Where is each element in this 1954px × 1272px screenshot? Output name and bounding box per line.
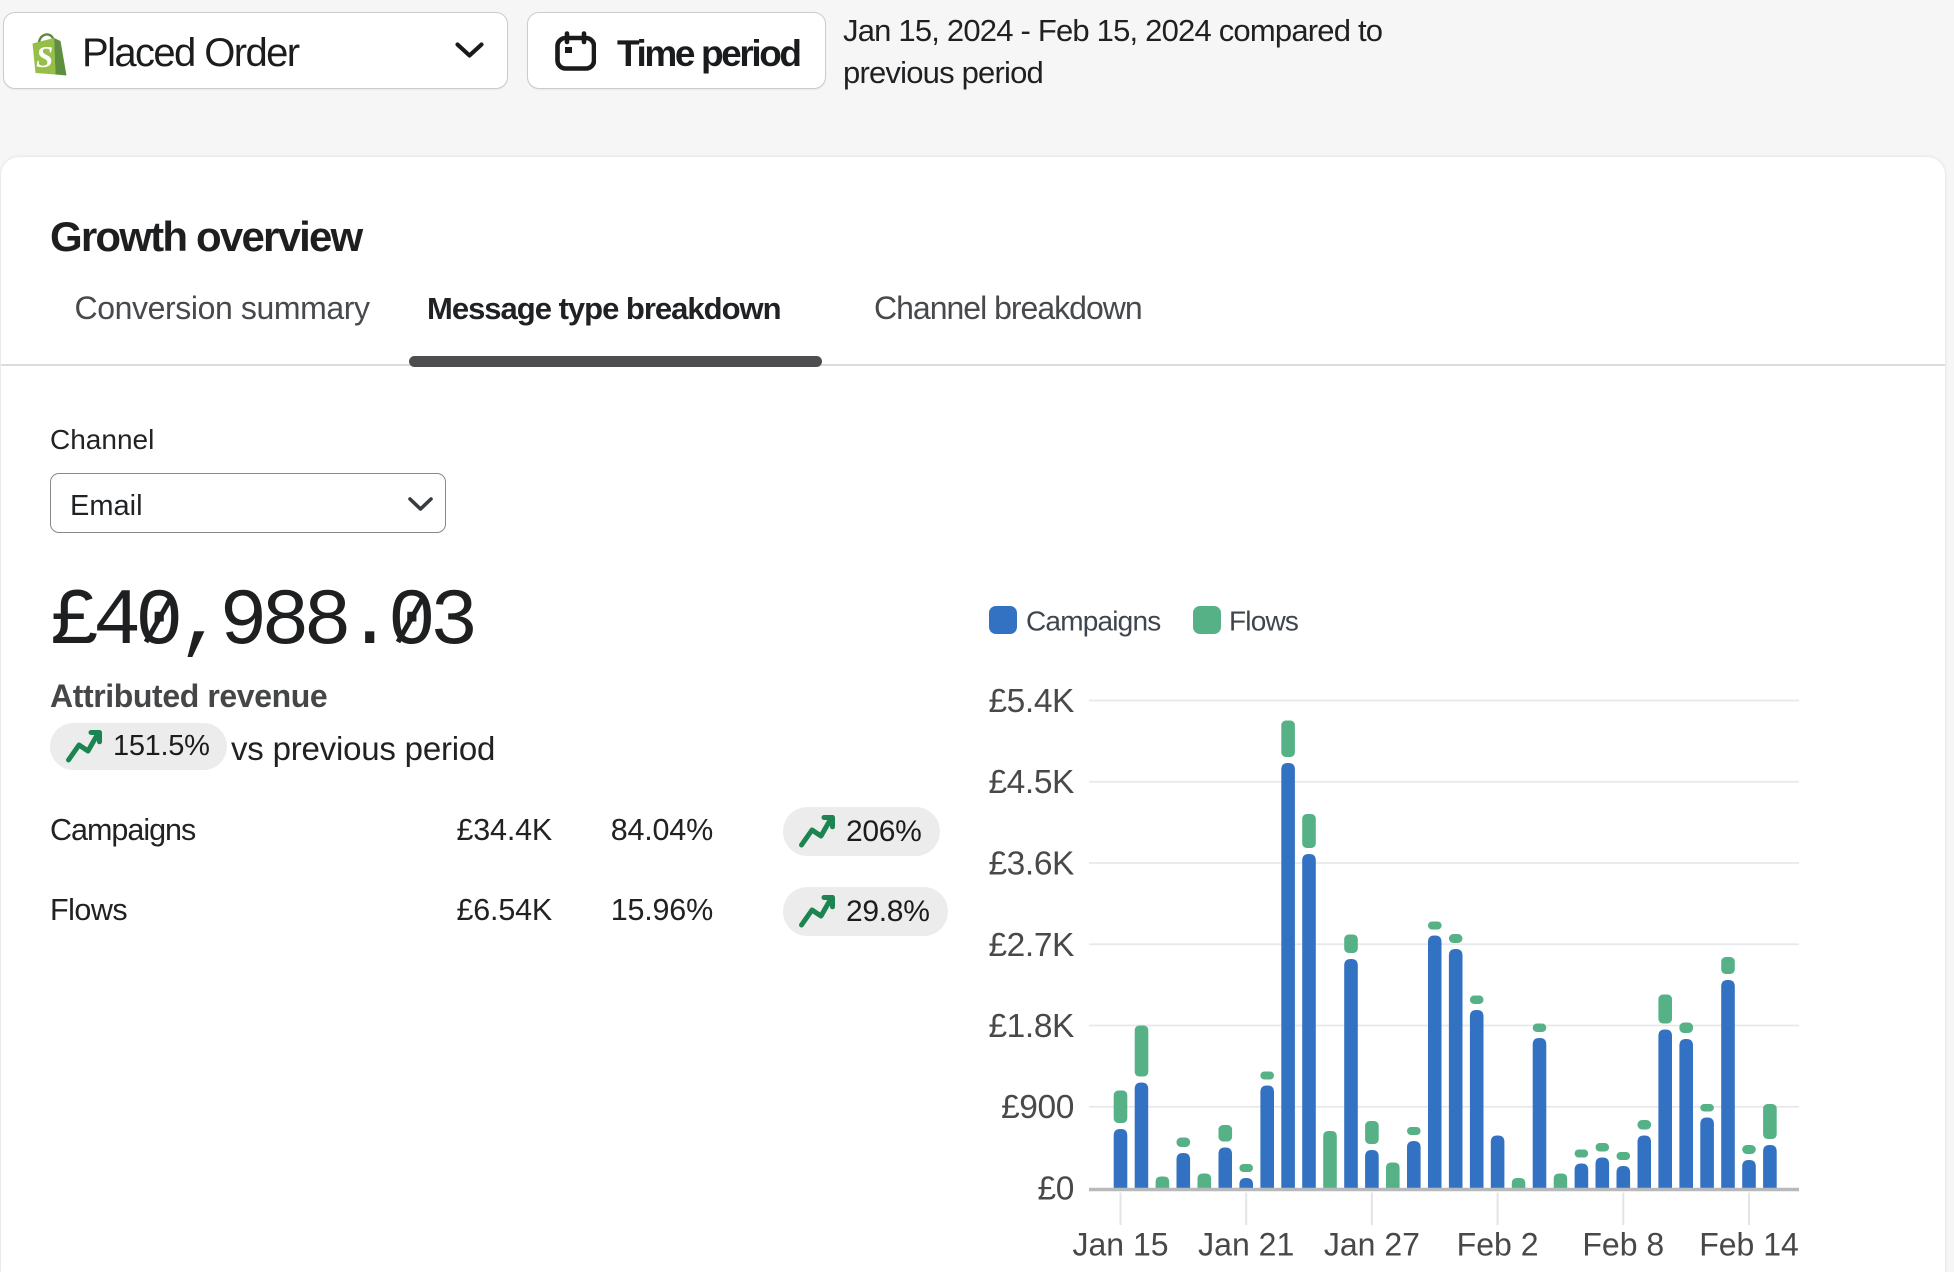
svg-text:Campaigns: Campaigns <box>1026 606 1160 637</box>
svg-text:S: S <box>36 39 53 74</box>
svg-text:£0: £0 <box>1038 1171 1074 1208</box>
svg-text:Jan 21: Jan 21 <box>1198 1227 1294 1263</box>
svg-text:£1.8K: £1.8K <box>988 1008 1074 1045</box>
svg-text:£3.6K: £3.6K <box>988 846 1074 883</box>
svg-text:£4.5K: £4.5K <box>988 764 1074 801</box>
svg-text:£5.4K: £5.4K <box>988 683 1074 720</box>
svg-text:£900: £900 <box>1001 1089 1074 1126</box>
svg-text:Feb 14: Feb 14 <box>1699 1227 1799 1263</box>
svg-text:£2.7K: £2.7K <box>988 927 1074 964</box>
svg-text:Jan 27: Jan 27 <box>1324 1227 1420 1263</box>
svg-text:Feb 8: Feb 8 <box>1582 1227 1664 1263</box>
svg-text:Flows: Flows <box>1229 606 1298 637</box>
svg-text:Jan 15: Jan 15 <box>1072 1227 1168 1263</box>
svg-text:Feb 2: Feb 2 <box>1457 1227 1539 1263</box>
